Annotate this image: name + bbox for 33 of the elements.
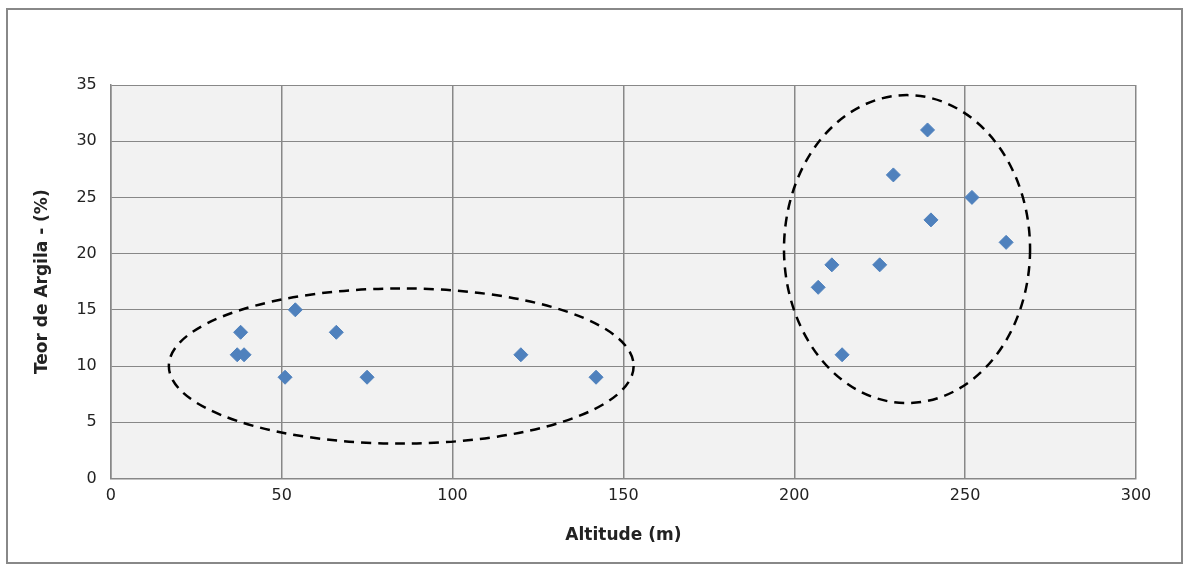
point — [233, 324, 249, 340]
y-tick-label: 20 — [76, 242, 97, 262]
point — [998, 234, 1014, 250]
point — [834, 347, 850, 363]
point — [920, 122, 936, 138]
x-tick-label: 300 — [1120, 485, 1152, 505]
point — [328, 324, 344, 340]
x-tick-label: 250 — [949, 485, 981, 505]
point — [872, 257, 888, 273]
y-tick-label: 15 — [76, 298, 97, 318]
y-tick-label: 35 — [76, 74, 97, 94]
point — [359, 369, 375, 385]
point — [588, 369, 604, 385]
point — [964, 189, 980, 205]
x-tick-label: 200 — [778, 485, 810, 505]
y-tick-label: 5 — [86, 411, 97, 431]
x-tick-label: 100 — [437, 485, 468, 505]
y-tick-label: 25 — [76, 186, 97, 206]
y-tick-label: 10 — [76, 355, 97, 375]
point — [810, 279, 826, 295]
point — [885, 167, 901, 183]
x-axis-title: Altitude (m) — [565, 524, 682, 545]
y-axis-title: Teor de Argila - (%) — [30, 189, 51, 375]
x-tick-label: 0 — [105, 485, 116, 505]
point — [824, 257, 840, 273]
point — [513, 347, 529, 363]
y-tick-label: 30 — [76, 130, 97, 150]
y-tick-label: 0 — [86, 467, 97, 487]
x-tick-label: 150 — [608, 485, 639, 505]
point — [923, 212, 939, 228]
point — [277, 369, 293, 385]
point — [287, 302, 303, 318]
x-tick-label: 50 — [271, 485, 292, 505]
